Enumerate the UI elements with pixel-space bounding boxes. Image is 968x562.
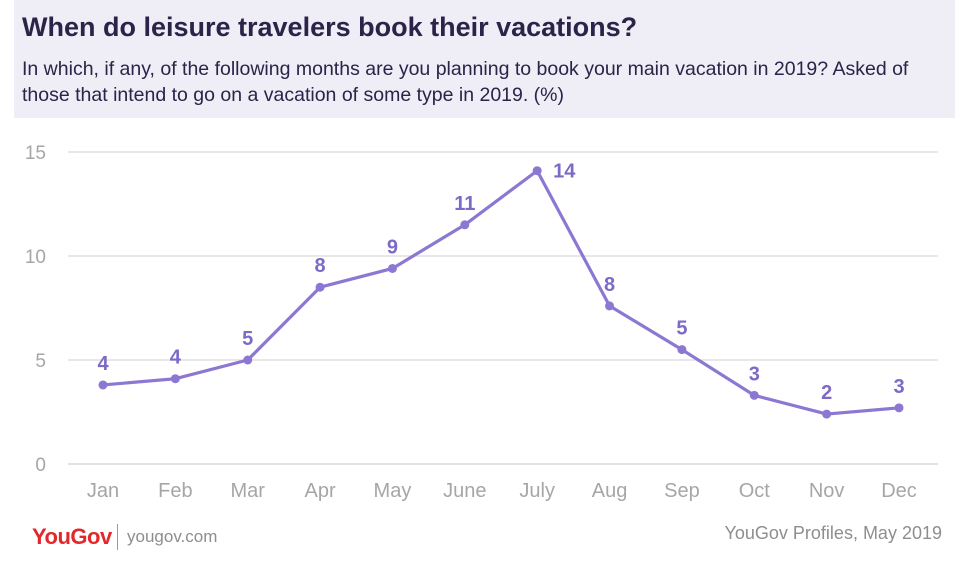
chart-header: When do leisure travelers book their vac… [14,0,955,118]
x-tick-label: Nov [809,480,845,502]
data-label: 8 [315,255,326,277]
data-point [387,263,397,273]
x-tick-label: Apr [305,480,336,502]
x-tick-label: Mar [231,480,266,502]
data-label: 5 [242,328,253,350]
data-label: 3 [893,376,904,398]
y-tick-label: 15 [25,143,46,164]
series-line [101,169,901,416]
data-label: 9 [387,236,398,258]
line-chart: 0 5 10 15 Jan Feb Mar Apr May June July Aug Sep Oct No… [25,143,938,502]
data-label: 14 [553,161,576,183]
x-tick-label: May [374,480,412,502]
data-point [460,220,470,230]
x-tick-label: July [519,480,555,502]
x-tick-label: Oct [739,480,771,502]
data-point [749,390,759,400]
data-point [170,374,180,384]
yougov-logo: YouGov [32,524,112,549]
data-label: 2 [821,382,832,404]
data-label: 4 [170,347,182,369]
data-point [98,380,108,390]
x-tick-label: Sep [664,480,700,502]
x-tick-label: June [443,480,486,502]
chart-title: When do leisure travelers book their vac… [22,12,638,42]
data-point [315,282,325,292]
y-tick-label: 10 [25,247,46,268]
chart-subtitle: In which, if any, of the following month… [22,58,909,106]
data-point [677,345,687,355]
data-label: 3 [749,363,760,385]
x-tick-label: Aug [592,480,628,502]
data-point [243,355,253,365]
data-label: 5 [676,318,687,340]
data-point [822,409,832,419]
data-point [894,403,904,413]
x-tick-label: Jan [87,480,119,502]
y-tick-label: 5 [35,351,46,372]
footer-divider [117,524,118,550]
footer-url: yougov.com [127,527,218,546]
footer-source: YouGov Profiles, May 2019 [724,523,942,543]
data-point [532,166,542,176]
data-point [605,301,615,311]
x-tick-label: Feb [158,480,192,502]
y-tick-label: 0 [35,455,46,476]
data-label: 8 [604,274,615,296]
x-tick-label: Dec [881,480,917,502]
data-label: 4 [97,353,109,375]
data-label: 11 [454,193,475,215]
